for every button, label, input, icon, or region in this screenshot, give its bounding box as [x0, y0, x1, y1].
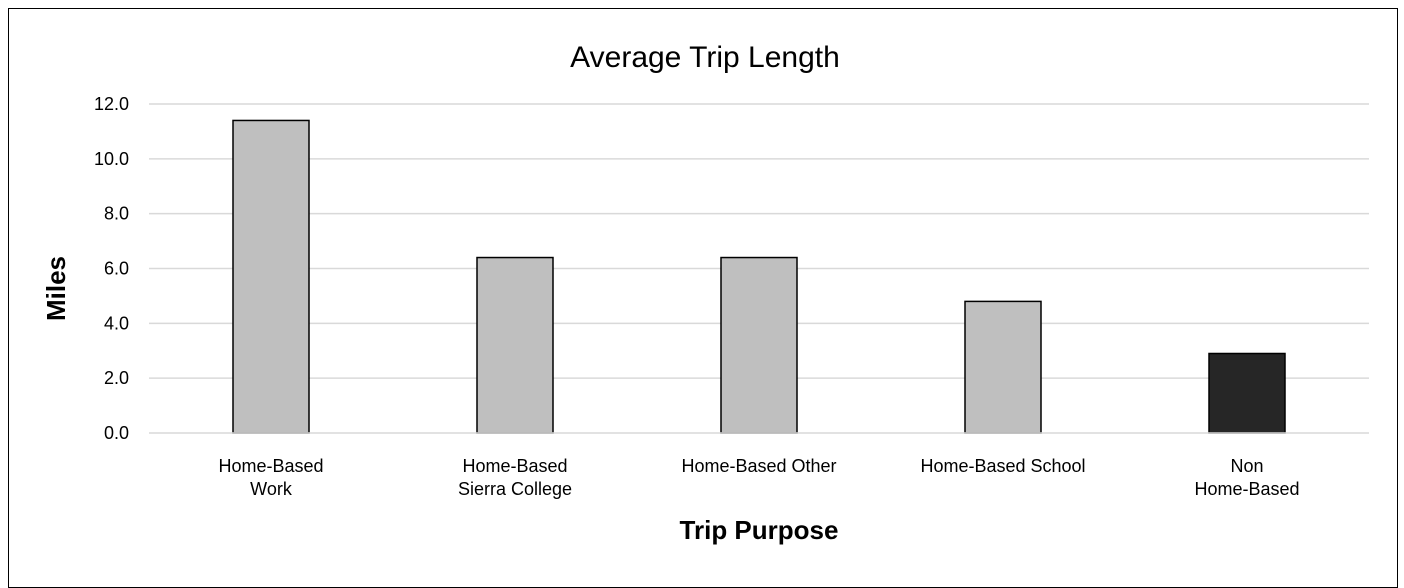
- bar: [964, 300, 1042, 434]
- bar-chart: Average Trip Length 0.0 2.0 4.0 6.0 8.0 10.0 1…: [41, 41, 1369, 545]
- x-tick-label: Home-Based School: [920, 456, 1085, 476]
- bar: [1208, 352, 1286, 434]
- y-tick-label: 2.0: [104, 368, 129, 388]
- y-tick-label: 4.0: [104, 313, 129, 333]
- x-tick-label-line: Non: [1230, 456, 1263, 476]
- y-tick-label: 10.0: [94, 149, 129, 169]
- x-tick-label: Home-Based Sierra College: [458, 456, 572, 499]
- x-tick-label-line: Home-Based: [1194, 479, 1299, 499]
- chart-frame: Average Trip Length 0.0 2.0 4.0 6.0 8.0 10.0 1…: [8, 8, 1398, 588]
- x-tick-label: Home-Based Work: [218, 456, 323, 499]
- x-tick-label-line: Home-Based: [462, 456, 567, 476]
- x-axis-title: Trip Purpose: [680, 515, 839, 545]
- bar: [476, 256, 554, 434]
- x-tick-label-line: Home-Based School: [920, 456, 1085, 476]
- x-tick-label: Non Home-Based: [1194, 456, 1299, 499]
- x-tick-label-line: Home-Based Other: [681, 456, 836, 476]
- chart-title: Average Trip Length: [570, 41, 840, 74]
- x-tick-label-line: Home-Based: [218, 456, 323, 476]
- y-tick-label: 6.0: [104, 259, 129, 279]
- x-tick-label: Home-Based Other: [681, 456, 836, 476]
- y-tick-label: 12.0: [94, 94, 129, 114]
- bar: [232, 119, 310, 434]
- x-tick-label-line: Work: [250, 479, 293, 499]
- y-tick-label: 0.0: [104, 423, 129, 443]
- y-axis-ticks: 0.0 2.0 4.0 6.0 8.0 10.0 12.0: [94, 94, 129, 443]
- x-tick-label-line: Sierra College: [458, 479, 572, 499]
- y-axis-title: Miles: [41, 256, 71, 321]
- bars: [232, 119, 1286, 434]
- y-tick-label: 8.0: [104, 204, 129, 224]
- bar: [720, 256, 798, 434]
